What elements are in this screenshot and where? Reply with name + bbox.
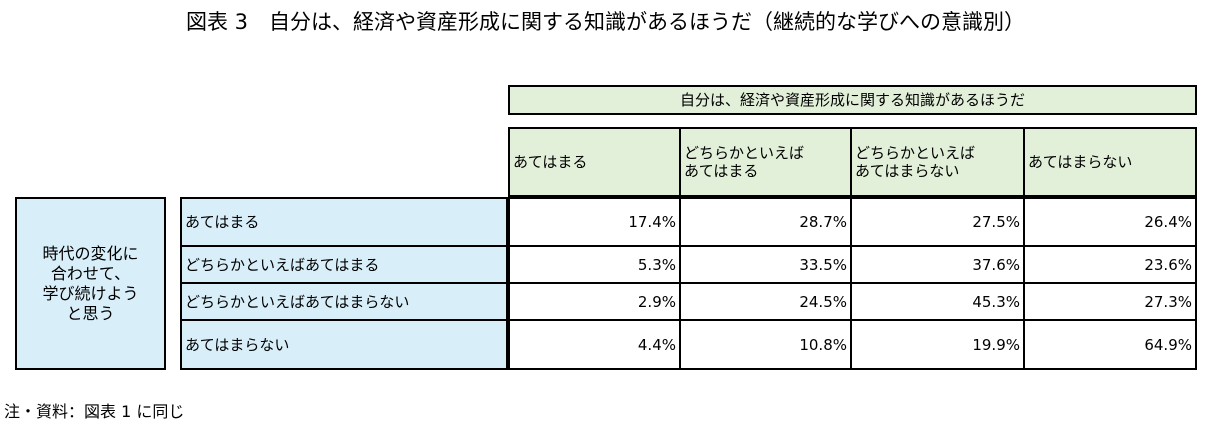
value-cell: 23.6% <box>1024 246 1197 283</box>
value-cell: 24.5% <box>680 283 851 320</box>
row-group-header: 時代の変化に 合わせて、 学び続けよう と思う <box>15 197 166 370</box>
value-cell: 19.9% <box>851 320 1024 370</box>
row-header-text: どちらかといえばあてはまる <box>185 255 380 274</box>
column-header-text: どちらかといえば あてはまらない <box>855 144 976 180</box>
value-cell-text: 19.9% <box>972 335 1020 354</box>
value-cell: 37.6% <box>851 246 1024 283</box>
row-group-header-text: 時代の変化に 合わせて、 学び続けよう と思う <box>42 243 139 323</box>
value-cell: 2.9% <box>508 283 680 320</box>
row-header-text: あてはまる <box>185 213 260 231</box>
value-cell: 17.4% <box>508 197 680 246</box>
value-cell-text: 26.4% <box>1144 213 1192 231</box>
row-header: どちらかといえばあてはまらない <box>180 283 508 320</box>
value-cell-text: 5.3% <box>637 255 676 274</box>
value-cell-text: 24.5% <box>799 292 847 311</box>
value-cell: 27.5% <box>851 197 1024 246</box>
row-header: どちらかといえばあてはまる <box>180 246 508 283</box>
value-cell: 4.4% <box>508 320 680 370</box>
value-cell: 10.8% <box>680 320 851 370</box>
value-cell: 27.3% <box>1024 283 1197 320</box>
source-note: 注・資料：図表 1 に同じ <box>4 402 185 421</box>
row-header: あてはまらない <box>180 320 508 370</box>
value-cell-text: 2.9% <box>637 292 676 311</box>
value-cell: 33.5% <box>680 246 851 283</box>
value-cell-text: 33.5% <box>799 255 847 274</box>
column-group-header: 自分は、経済や資産形成に関する知識があるほうだ <box>508 85 1197 115</box>
column-header: どちらかといえば あてはまらない <box>851 127 1024 197</box>
value-cell: 64.9% <box>1024 320 1197 370</box>
value-cell: 5.3% <box>508 246 680 283</box>
value-cell-text: 27.3% <box>1144 292 1192 311</box>
value-cell-text: 28.7% <box>799 213 847 231</box>
value-cell: 45.3% <box>851 283 1024 320</box>
row-header-text: あてはまらない <box>185 335 290 354</box>
value-cell-text: 17.4% <box>628 213 676 231</box>
chart-title: 図表 3 自分は、経済や資産形成に関する知識があるほうだ（継続的な学びへの意識別… <box>185 10 1026 34</box>
value-cell-text: 64.9% <box>1144 335 1192 354</box>
column-header: あてはまる <box>508 127 680 197</box>
column-header: どちらかといえば あてはまる <box>680 127 851 197</box>
row-header: あてはまる <box>180 197 508 246</box>
row-header-text: どちらかといえばあてはまらない <box>185 292 410 311</box>
value-cell-text: 45.3% <box>972 292 1020 311</box>
column-header: あてはまらない <box>1024 127 1197 197</box>
column-header-text: どちらかといえば あてはまる <box>684 144 805 180</box>
column-header-text: あてはまらない <box>1028 153 1133 171</box>
value-cell-text: 37.6% <box>972 255 1020 274</box>
column-header-text: あてはまる <box>513 153 588 171</box>
value-cell: 26.4% <box>1024 197 1197 246</box>
value-cell: 28.7% <box>680 197 851 246</box>
value-cell-text: 10.8% <box>799 335 847 354</box>
column-group-header-text: 自分は、経済や資産形成に関する知識があるほうだ <box>679 91 1025 109</box>
value-cell-text: 23.6% <box>1144 255 1192 274</box>
value-cell-text: 27.5% <box>972 213 1020 231</box>
value-cell-text: 4.4% <box>637 335 676 354</box>
